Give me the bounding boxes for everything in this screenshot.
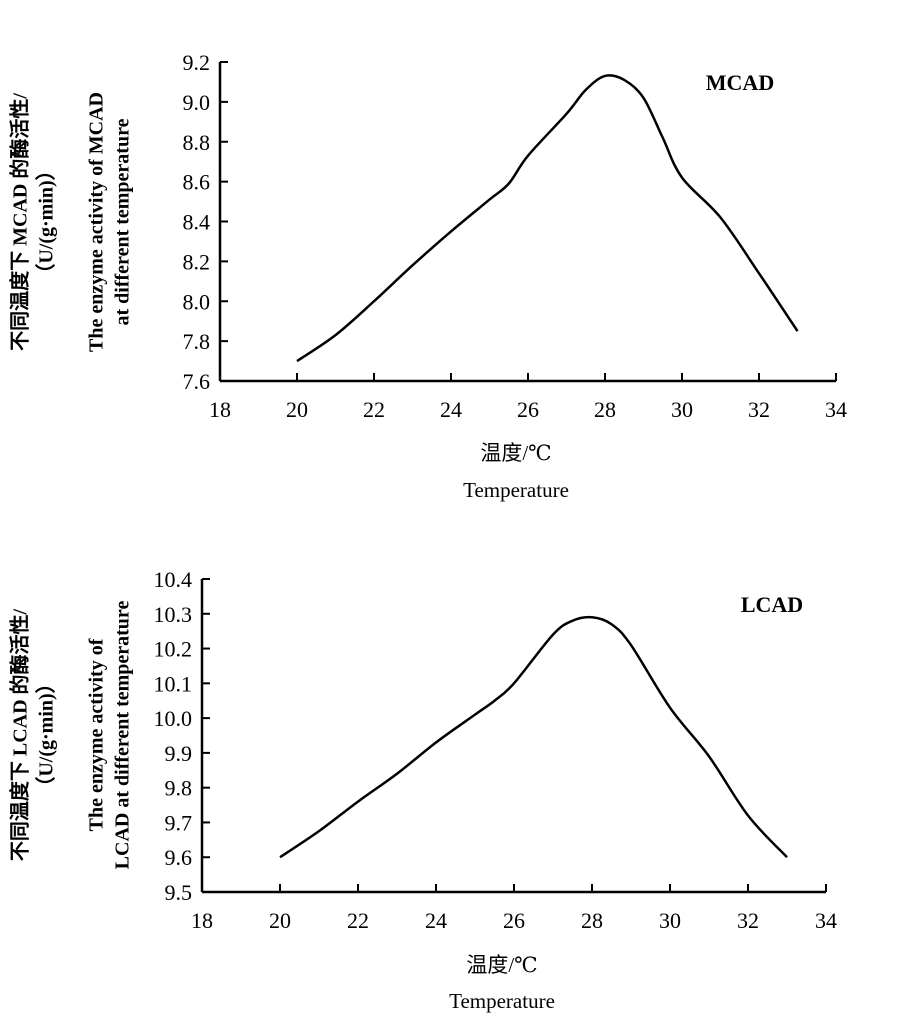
x-tick-label: 28 (594, 397, 616, 422)
y-axis-label: （U/(g·min)） (35, 160, 58, 283)
y-tick-label: 9.8 (165, 776, 193, 801)
x-axis-label: 温度/℃ (480, 441, 551, 465)
x-tick-label: 32 (748, 397, 770, 422)
y-tick-label: 10.4 (154, 567, 193, 592)
x-tick-label: 28 (581, 908, 603, 933)
y-axis-label: LCAD at different temperature (112, 601, 134, 870)
y-axis-label: at different temperature (112, 118, 134, 325)
y-tick-label: 7.6 (183, 369, 211, 394)
y-tick-label: 7.8 (183, 329, 211, 354)
x-tick-label: 30 (659, 908, 681, 933)
mcad-chart: 18 20 22 24 26 28 30 32 34 7.6 7.8 8.0 8.2 8.4 8.6 8.8 9… (8, 50, 847, 502)
y-tick-label: 8.4 (183, 210, 211, 235)
series-line-lcad (279, 615, 788, 859)
y-axis-label: 不同温度下 LCAD 的酶活性/ (8, 608, 32, 861)
series-line-mcad (296, 74, 799, 363)
y-tick-label: 9.2 (183, 50, 211, 75)
x-tick-label: 20 (286, 397, 308, 422)
y-tick-label: 8.6 (183, 170, 211, 195)
x-tick-label: 18 (191, 908, 213, 933)
y-tick-label: 10.3 (154, 602, 193, 627)
y-tick-label: 9.5 (165, 880, 193, 905)
x-tick-label: 24 (440, 397, 462, 422)
x-axis-label: Temperature (463, 478, 569, 502)
y-axis-label: 不同温度下 MCAD 的酶活性/ (8, 93, 32, 351)
x-tick-label: 34 (815, 908, 837, 933)
y-tick-label: 9.9 (165, 741, 193, 766)
series-annotation: LCAD (741, 592, 803, 617)
x-tick-label: 18 (209, 397, 231, 422)
y-axis-label: The enzyme activity of MCAD (86, 92, 108, 352)
lcad-chart: 18 20 22 24 26 28 30 32 34 9.5 9.6 9.7 9.8 9.9 10.0 10.… (8, 567, 837, 1013)
y-tick-label: 10.0 (154, 706, 193, 731)
x-tick-label: 26 (517, 397, 539, 422)
y-tick-label: 8.8 (183, 130, 211, 155)
x-tick-label: 26 (503, 908, 525, 933)
y-axis-label: The enzyme activity of (86, 638, 108, 831)
y-tick-label: 10.2 (154, 637, 193, 662)
x-axis-label: 温度/℃ (466, 953, 537, 977)
y-tick-label: 9.7 (165, 810, 193, 835)
x-tick-label: 34 (825, 397, 847, 422)
x-tick-label: 24 (425, 908, 447, 933)
x-axis-label: Temperature (449, 989, 555, 1013)
x-tick-label: 20 (269, 908, 291, 933)
series-annotation: MCAD (706, 70, 774, 95)
y-axis-label: （U/(g·min)） (35, 673, 58, 796)
y-tick-label: 9.6 (165, 845, 193, 870)
x-tick-label: 32 (737, 908, 759, 933)
y-tick-label: 8.2 (183, 249, 211, 274)
y-tick-label: 8.0 (183, 289, 211, 314)
x-tick-label: 22 (347, 908, 369, 933)
x-tick-label: 30 (671, 397, 693, 422)
x-tick-label: 22 (363, 397, 385, 422)
y-tick-label: 10.1 (154, 671, 193, 696)
y-tick-label: 9.0 (183, 90, 211, 115)
